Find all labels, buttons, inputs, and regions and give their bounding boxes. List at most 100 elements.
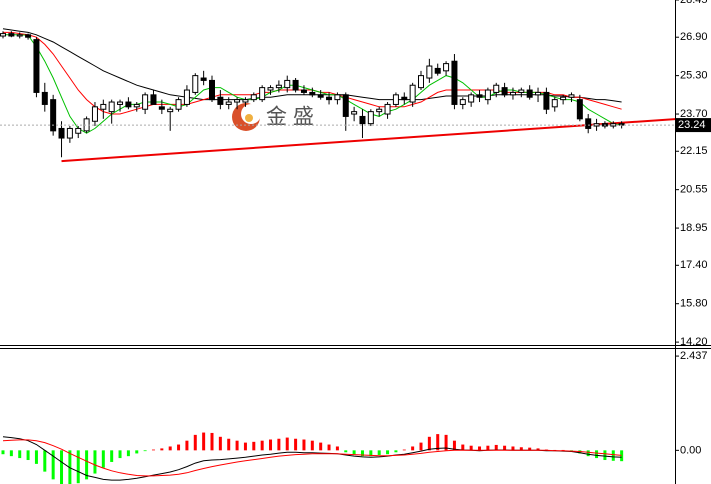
- histogram-bar: [452, 440, 456, 451]
- candle-body: [209, 79, 215, 101]
- candle-body: [493, 84, 500, 93]
- candle-body: [16, 34, 23, 37]
- histogram-bar: [227, 438, 231, 451]
- histogram-bar: [51, 450, 55, 480]
- candle-body: [434, 67, 441, 74]
- histogram-bar: [528, 447, 532, 451]
- histogram-bar: [1, 450, 5, 455]
- candle-body: [501, 87, 508, 96]
- candle-body: [468, 94, 475, 103]
- candle-body: [0, 33, 6, 37]
- candle-body: [309, 91, 316, 96]
- candle-body: [267, 87, 274, 91]
- histogram-bar: [427, 436, 431, 451]
- y-tick-label: 17.40: [680, 259, 708, 271]
- last-price-label: 23.24: [678, 119, 706, 131]
- histogram-bar: [603, 450, 607, 461]
- histogram-bar: [327, 444, 331, 451]
- plot-area: [1, 432, 624, 484]
- histogram-bar: [160, 448, 164, 451]
- histogram-bar: [177, 444, 181, 451]
- candle-body: [376, 108, 383, 113]
- candle-body: [125, 101, 132, 108]
- histogram-bar: [193, 434, 197, 451]
- histogram-bar: [101, 450, 105, 468]
- histogram-bar: [269, 439, 273, 451]
- candle-body: [451, 60, 458, 105]
- candle-body: [150, 94, 157, 105]
- histogram-bar: [377, 450, 381, 455]
- histogram-bar: [302, 439, 306, 451]
- histogram-bar: [478, 446, 482, 451]
- histogram-bar: [118, 450, 122, 459]
- histogram-bar: [60, 450, 64, 484]
- candle-body: [359, 115, 366, 125]
- candle-body: [292, 79, 299, 91]
- candle-body: [133, 103, 140, 108]
- histogram-bar: [369, 450, 373, 457]
- candle-body: [50, 99, 57, 132]
- candle-body: [75, 127, 82, 134]
- histogram-bar: [444, 434, 448, 451]
- candle-body: [117, 101, 124, 105]
- histogram-bar: [202, 432, 206, 451]
- candle-body: [33, 39, 40, 93]
- candle-body: [192, 75, 199, 93]
- candle-body: [259, 87, 266, 101]
- candle-body: [392, 94, 399, 105]
- histogram-bar: [18, 450, 22, 459]
- last-price-box: [676, 118, 711, 133]
- candle-body: [334, 94, 341, 101]
- candle-body: [217, 96, 224, 105]
- candle-body: [317, 94, 324, 98]
- histogram-bar: [519, 447, 523, 451]
- plot-area: [0, 28, 675, 163]
- histogram-bar: [494, 444, 498, 451]
- histogram-bar: [43, 450, 47, 472]
- y-tick-label: 28.45: [680, 0, 708, 6]
- candle-body: [66, 127, 73, 139]
- histogram-bar: [135, 450, 139, 454]
- candle-body: [158, 106, 165, 110]
- histogram-bar: [218, 436, 222, 451]
- y-tick-label: 0.00: [680, 444, 701, 456]
- histogram-bar: [285, 437, 289, 451]
- histogram-bar: [34, 450, 38, 464]
- candle-body: [526, 89, 533, 98]
- histogram-bar: [586, 450, 590, 457]
- histogram-bar: [143, 450, 147, 452]
- histogram-bar: [93, 450, 97, 474]
- candle-body: [543, 91, 550, 110]
- candle-body: [367, 111, 374, 125]
- candle-body: [509, 91, 516, 96]
- candle-body: [284, 79, 291, 89]
- histogram-bar: [185, 440, 189, 451]
- histogram-bar: [126, 450, 130, 457]
- histogram-bar: [411, 446, 415, 451]
- candle-body: [476, 94, 483, 98]
- candle-body: [142, 94, 149, 110]
- candle-body: [8, 33, 15, 37]
- histogram-bar: [76, 450, 80, 484]
- y-tick-label: 25.30: [680, 70, 708, 82]
- candle-body: [234, 99, 241, 103]
- histogram-bar: [436, 434, 440, 451]
- candle-body: [175, 99, 182, 110]
- candle-body: [426, 65, 433, 79]
- candle-body: [326, 96, 333, 101]
- candle-body: [100, 103, 107, 110]
- candle-body: [41, 91, 48, 105]
- y-tick-label: 2.437: [680, 350, 708, 362]
- y-tick-label: 22.15: [680, 145, 708, 157]
- histogram-bar: [352, 450, 356, 455]
- y-tick-label: 20.55: [680, 184, 708, 196]
- candle-body: [535, 91, 542, 96]
- candle-body: [484, 89, 491, 101]
- candle-body: [242, 99, 249, 103]
- candle-body: [200, 77, 207, 81]
- histogram-bar: [68, 450, 72, 484]
- candle-body: [183, 89, 190, 105]
- histogram-bar: [85, 450, 89, 480]
